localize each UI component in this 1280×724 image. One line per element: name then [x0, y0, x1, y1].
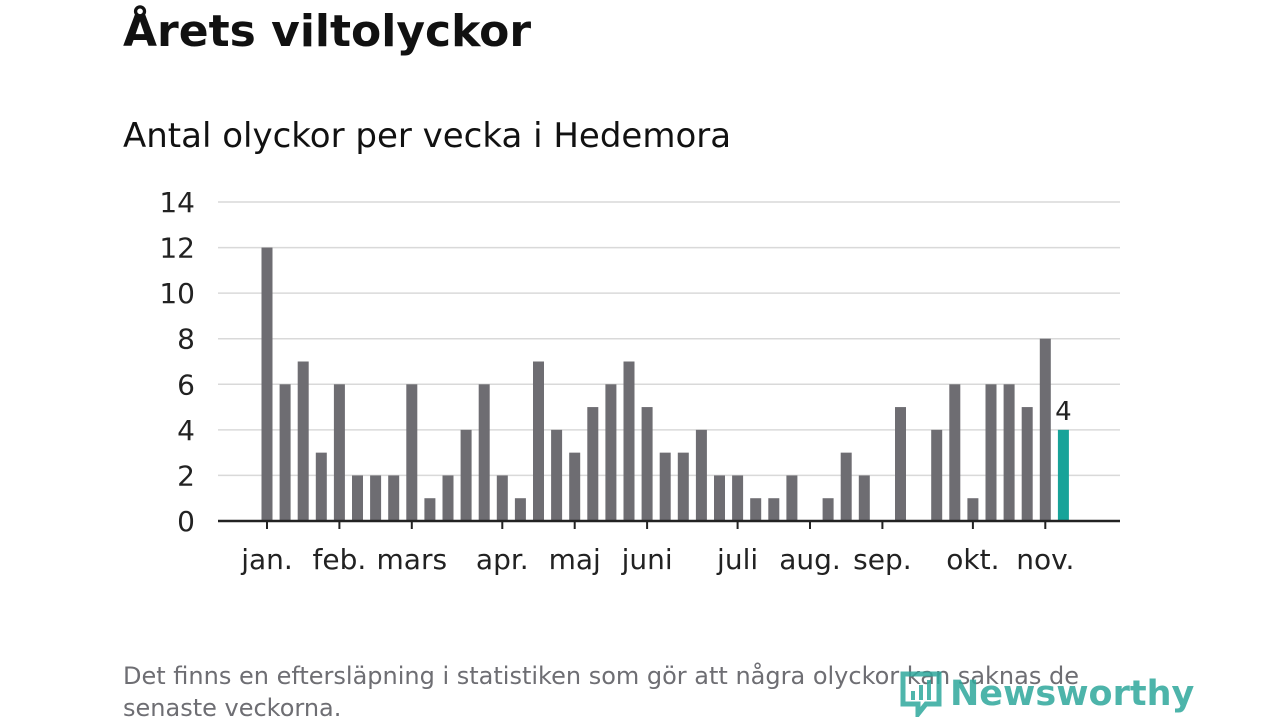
x-tick-label: nov.: [1016, 543, 1074, 576]
bar: [261, 247, 273, 522]
bar: [641, 407, 653, 521]
bar: [460, 429, 472, 521]
bar: [786, 475, 798, 521]
bar: [750, 498, 762, 521]
chart-subtitle: Antal olyckor per vecka i Hedemora: [123, 116, 732, 156]
y-tick-label: 2: [177, 459, 195, 492]
bar: [895, 407, 906, 521]
y-tick-label: 14: [159, 186, 195, 219]
bar: [714, 475, 725, 521]
grid-lines: [218, 201, 1120, 477]
bar-highlight: [1057, 429, 1069, 521]
newsworthy-logo-icon: [900, 671, 942, 717]
y-tick-label: 10: [159, 277, 195, 310]
bar: [496, 475, 508, 521]
bar: [659, 452, 671, 521]
y-tick-label: 8: [177, 323, 195, 356]
x-tick-label: maj: [549, 543, 601, 576]
bar: [949, 384, 961, 521]
bar: [931, 429, 943, 521]
bar: [1039, 338, 1051, 521]
x-tick-label: apr.: [476, 543, 529, 576]
bar: [587, 407, 599, 521]
bar: [297, 361, 309, 521]
y-tick-label: 6: [177, 368, 195, 401]
y-tick-label: 0: [177, 505, 195, 538]
bar: [677, 452, 689, 521]
x-tick-label: sep.: [853, 543, 912, 576]
y-tick-label: 4: [177, 414, 195, 447]
bars: [261, 247, 1069, 522]
bar: [388, 475, 400, 521]
bar: [840, 452, 852, 521]
newsworthy-logo: Newsworthy: [900, 670, 1194, 718]
bar: [333, 384, 345, 521]
bar: [695, 429, 707, 521]
bar: [442, 475, 454, 521]
bar: [478, 384, 490, 521]
x-tick-label: juli: [716, 543, 758, 576]
bar: [967, 498, 979, 521]
data-labels: 4: [1055, 397, 1072, 427]
bar: [352, 475, 363, 521]
bar: [315, 452, 327, 521]
newsworthy-logo-text: Newsworthy: [950, 674, 1195, 714]
x-tick-label: feb.: [313, 543, 367, 576]
bar: [406, 384, 418, 521]
chart-title: Årets viltolyckor: [123, 6, 532, 57]
bar: [732, 475, 744, 521]
x-tick-label: okt.: [946, 543, 999, 576]
bar: [623, 361, 635, 521]
bar-chart: 0 2 4 6 8 10 12 14 jan. feb. mars apr. maj juni juli a…: [159, 186, 1120, 576]
bar: [551, 429, 563, 521]
bar: [1021, 407, 1033, 521]
bar: [569, 452, 581, 521]
x-tick-label: jan.: [240, 543, 293, 576]
bar: [768, 498, 780, 521]
x-tick-label: juni: [621, 543, 673, 576]
bar: [822, 498, 834, 521]
x-tick-label: aug.: [779, 543, 841, 576]
bar: [1003, 384, 1015, 521]
bar: [858, 475, 870, 521]
bar: [533, 361, 544, 521]
bar: [279, 384, 291, 521]
bar: [605, 384, 617, 521]
x-tick-label: mars: [377, 543, 448, 576]
highlight-value-label: 4: [1055, 397, 1072, 427]
y-tick-label: 12: [159, 232, 195, 265]
x-axis: jan. feb. mars apr. maj juni juli aug. sep. okt. n…: [218, 519, 1120, 576]
bar: [424, 498, 436, 521]
bar: [514, 498, 526, 521]
bar: [370, 475, 382, 521]
y-axis-ticks: 0 2 4 6 8 10 12 14: [159, 186, 195, 538]
bar: [985, 384, 997, 521]
